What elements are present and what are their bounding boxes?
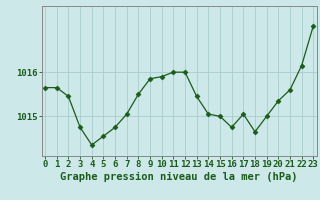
X-axis label: Graphe pression niveau de la mer (hPa): Graphe pression niveau de la mer (hPa) (60, 172, 298, 182)
